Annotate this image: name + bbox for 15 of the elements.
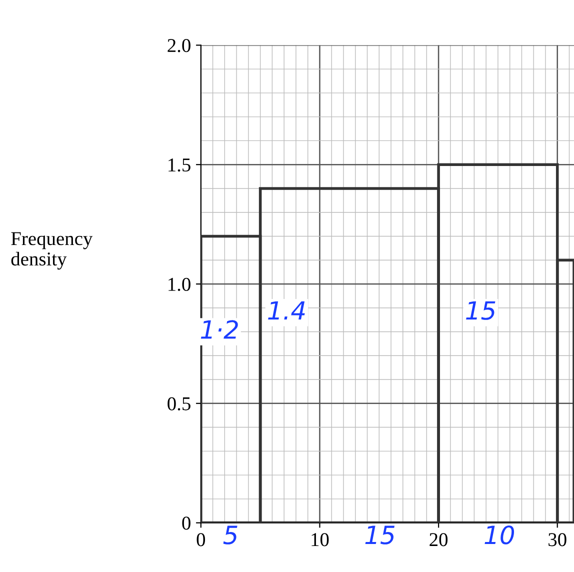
y-tick-label: 2.0 [168,39,190,52]
x-tick-label: 20 [430,533,448,546]
y-tick-label: 0 [182,516,190,530]
y-tick-label: 0.5 [168,397,190,410]
annotation: 15 [466,301,496,320]
x-tick-label: 0 [196,533,206,546]
y-tick-label: 1.0 [168,278,190,292]
y-tick-label: 1.5 [168,158,190,172]
text: 15 [365,526,395,544]
text: 5 [223,526,238,544]
x-tick-label: 10 [312,533,329,546]
x-tick-label: 30 [548,533,566,546]
y-axis-title: Frequency density [11,232,93,270]
annotation: 1·2 [200,320,238,339]
annotation: 1.4 [268,301,305,320]
